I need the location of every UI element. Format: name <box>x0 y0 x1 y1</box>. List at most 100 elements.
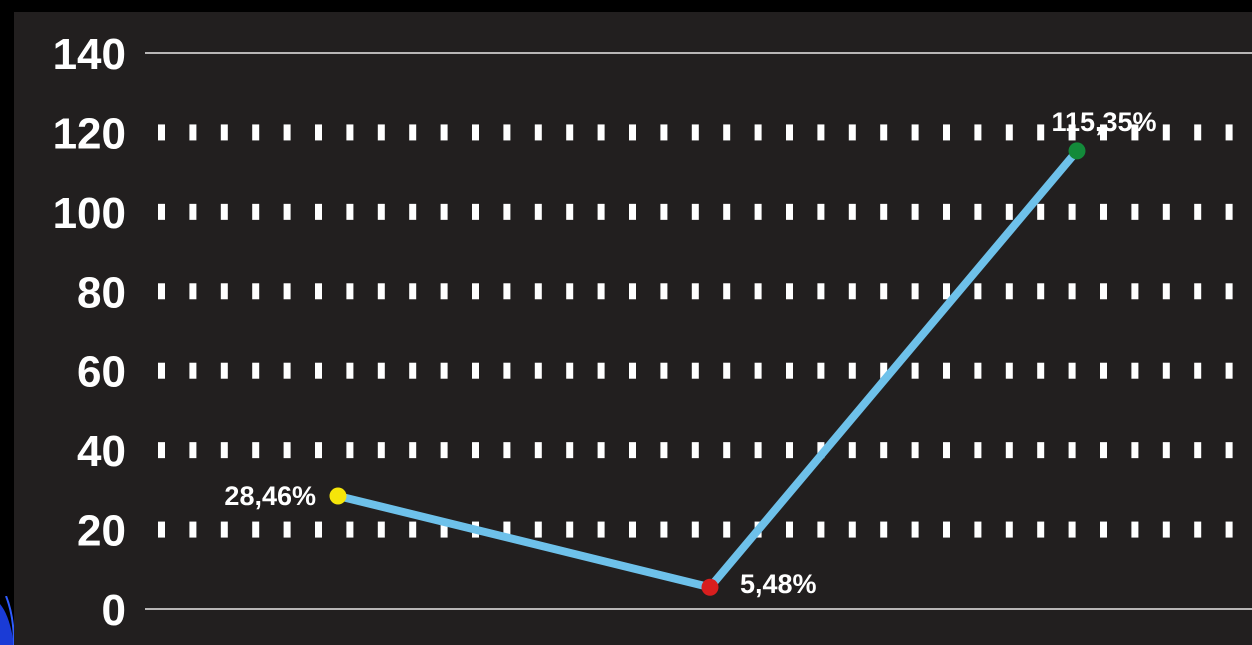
grid-dash <box>786 362 793 379</box>
grid-dash <box>974 203 982 220</box>
grid-dash <box>974 283 982 300</box>
grid-dash <box>691 521 699 538</box>
data-label-layer: 28,46% 5,48% 115,35% <box>224 107 1156 599</box>
grid-dash <box>597 283 605 300</box>
grid-dash <box>660 442 668 459</box>
grid-dash <box>943 283 950 300</box>
grid-dash <box>503 124 511 141</box>
grid-dash <box>786 521 793 538</box>
grid-dash <box>283 521 291 538</box>
grid-dash <box>409 362 417 379</box>
grid-dash <box>283 124 291 141</box>
grid-dash <box>158 442 165 459</box>
grid-dash <box>880 124 888 141</box>
grid-dash <box>880 203 888 220</box>
grid-dash <box>691 362 699 379</box>
grid-dash <box>848 362 856 379</box>
grid-dash <box>723 442 731 459</box>
grid-dash <box>409 203 417 220</box>
grid-dash <box>629 124 636 141</box>
grid-dash <box>220 442 228 459</box>
grid-dash <box>848 203 856 220</box>
grid-dash <box>158 362 165 379</box>
series-line <box>337 148 1081 592</box>
grid-dash <box>377 362 385 379</box>
grid-dash <box>440 203 448 220</box>
grid-dash <box>660 521 668 538</box>
y-tick-label-20: 20 <box>77 507 126 556</box>
grid-dash <box>943 442 950 459</box>
grid-dash <box>1131 283 1139 300</box>
grid-dash <box>817 203 825 220</box>
grid-dash <box>817 362 825 379</box>
grid-dash <box>189 521 197 538</box>
grid-dash <box>1037 442 1045 459</box>
grid-dash <box>911 124 919 141</box>
grid-dash <box>409 521 417 538</box>
grid-dash <box>1100 203 1107 220</box>
grid-dash <box>754 124 762 141</box>
y-tick-label-140: 140 <box>53 30 126 79</box>
grid-dash <box>377 521 385 538</box>
grid-dash <box>346 203 354 220</box>
y-axis-tick-labels: 0 20 40 60 80 100 120 140 <box>53 30 126 635</box>
grid-dash <box>503 362 511 379</box>
grid-dash <box>629 203 636 220</box>
data-label-2: 5,48% <box>740 569 817 599</box>
grid-dash <box>252 203 260 220</box>
grid-dash <box>1037 124 1045 141</box>
grid-dash <box>1068 521 1076 538</box>
grid-dash <box>377 442 385 459</box>
grid-dash <box>252 362 260 379</box>
grid-dash <box>1068 203 1076 220</box>
data-point-3 <box>1068 142 1086 160</box>
grid-dash <box>1225 124 1233 141</box>
grid-dash <box>1225 283 1233 300</box>
grid-dash <box>911 203 919 220</box>
grid-dash <box>974 442 982 459</box>
grid-dash <box>1225 203 1233 220</box>
grid-dash <box>1162 203 1170 220</box>
grid-dash <box>723 362 731 379</box>
grid-dash <box>691 283 699 300</box>
grid-dash <box>1162 442 1170 459</box>
gridline-dotted-80 <box>158 283 1233 300</box>
grid-dash <box>189 203 197 220</box>
grid-dash <box>786 283 793 300</box>
grid-dash <box>974 521 982 538</box>
grid-dash <box>315 521 322 538</box>
grid-dash <box>1194 283 1202 300</box>
grid-dash <box>786 203 793 220</box>
grid-dash <box>1100 521 1107 538</box>
grid-dash <box>189 442 197 459</box>
grid-dash <box>534 124 542 141</box>
grid-dash <box>252 442 260 459</box>
grid-dash <box>1005 124 1013 141</box>
grid-dash <box>315 362 322 379</box>
grid-dash <box>315 283 322 300</box>
grid-dash <box>754 442 762 459</box>
grid-dash <box>1005 283 1013 300</box>
grid-dash <box>629 442 636 459</box>
grid-dash <box>346 362 354 379</box>
grid-dash <box>880 283 888 300</box>
grid-dash <box>974 124 982 141</box>
grid-dash <box>691 124 699 141</box>
grid-dash <box>1225 442 1233 459</box>
grid-dash <box>472 283 479 300</box>
blue-accent-swoosh <box>0 596 14 645</box>
grid-dash <box>1005 442 1013 459</box>
grid-dash <box>315 442 322 459</box>
grid-dash <box>220 283 228 300</box>
grid-dash <box>534 283 542 300</box>
grid-dash <box>1194 442 1202 459</box>
grid-dash <box>220 203 228 220</box>
y-tick-label-0: 0 <box>102 586 126 635</box>
grid-dash <box>880 362 888 379</box>
grid-dash <box>283 442 291 459</box>
point-layer <box>329 142 1086 596</box>
grid-dash <box>220 362 228 379</box>
grid-dash <box>911 521 919 538</box>
grid-dash <box>377 203 385 220</box>
